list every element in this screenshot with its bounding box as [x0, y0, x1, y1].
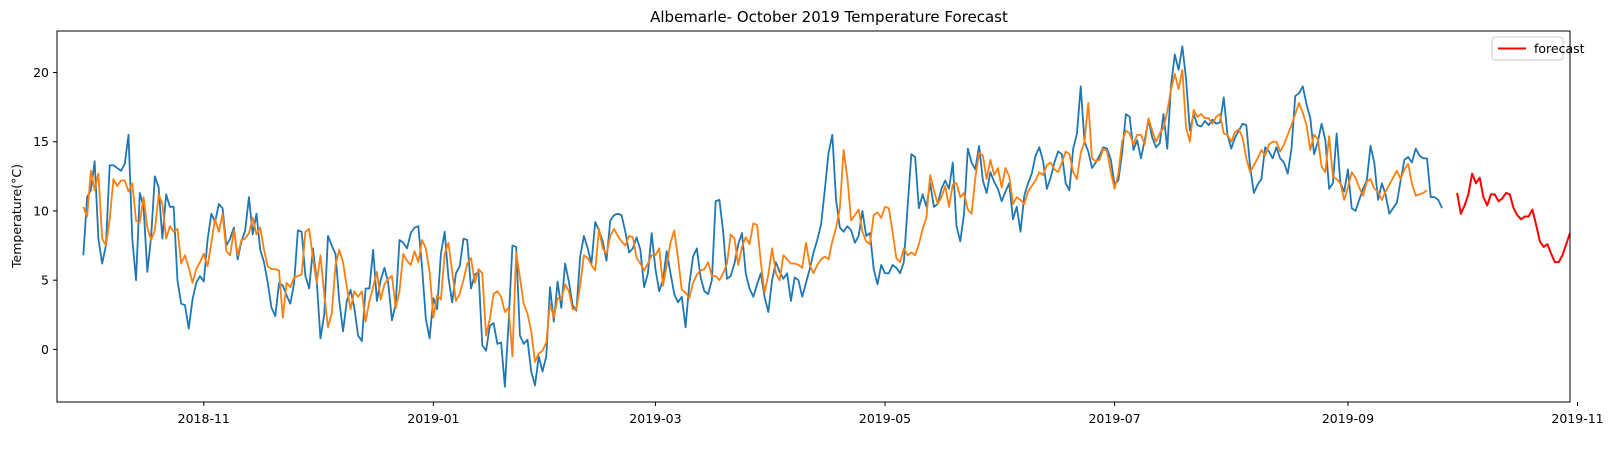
- x-tick-label: 2019-09: [1322, 411, 1374, 426]
- legend-label-forecast: forecast: [1534, 41, 1585, 56]
- chart-title: Albemarle- October 2019 Temperature Fore…: [650, 8, 1008, 26]
- x-tick-label: 2019-01: [407, 411, 459, 426]
- y-tick-label: 10: [33, 203, 49, 218]
- legend-box: [1491, 36, 1564, 61]
- series-line-fitted: [82, 68, 1428, 363]
- y-axis-label: Temperature(°C): [9, 164, 24, 269]
- series-layer: [82, 45, 1571, 388]
- x-tick-label: 2019-07: [1088, 411, 1140, 426]
- x-tick-label: 2018-11: [178, 411, 230, 426]
- y-tick-label: 0: [41, 342, 49, 357]
- x-tick-label: 2019-11: [1551, 411, 1603, 426]
- axes-layer: 0 5 10 15 20 2018-11 2019-01 2019-03 2019-05 2019…: [33, 65, 1604, 426]
- y-tick-label: 15: [33, 134, 49, 149]
- y-tick-label: 20: [33, 65, 49, 80]
- y-tick-label: 5: [41, 273, 49, 288]
- legend: forecast: [1491, 36, 1585, 61]
- series-line-observed: [82, 45, 1443, 388]
- x-tick-label: 2019-05: [859, 411, 911, 426]
- series-line-forecast: [1456, 172, 1571, 264]
- plot-frame: [56, 30, 1571, 403]
- x-tick-label: 2019-03: [629, 411, 681, 426]
